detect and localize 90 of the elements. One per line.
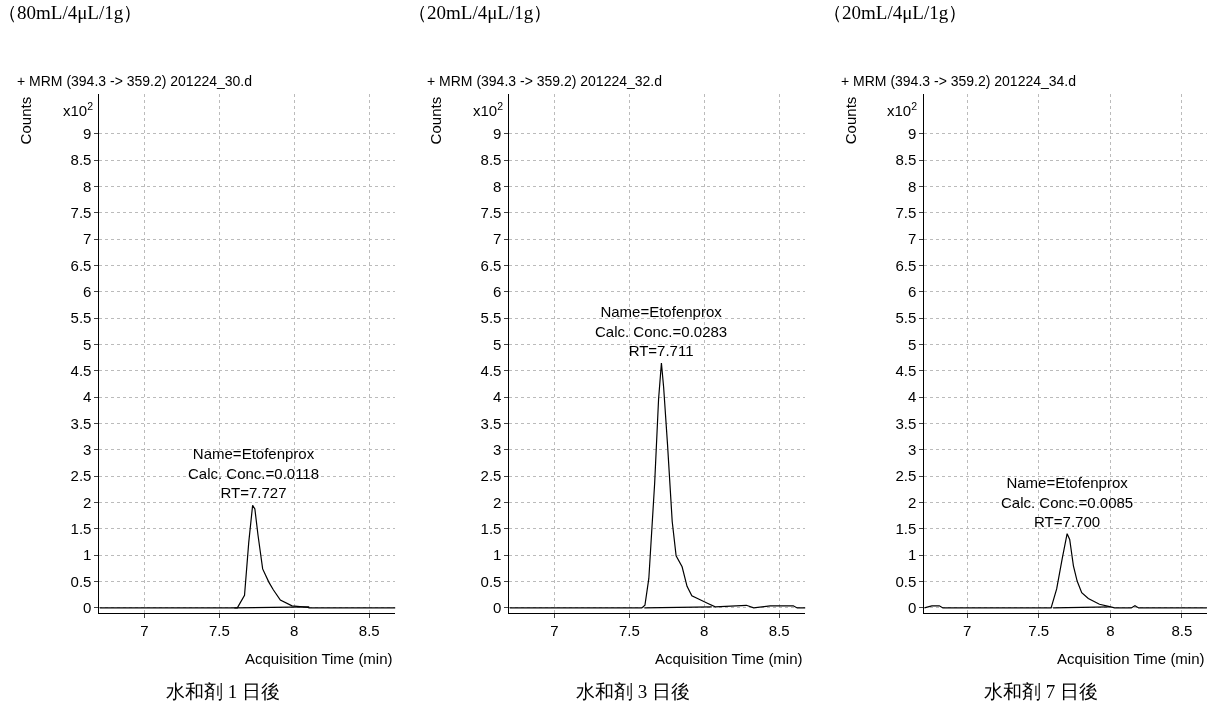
y-tick-label: 3.5	[70, 414, 92, 432]
y-tick-label: 5.5	[480, 309, 502, 327]
y-tick-label: 1.5	[70, 520, 92, 538]
x-tick-label: 7	[550, 622, 559, 640]
y-tick-label: 5.5	[895, 309, 917, 327]
y-tick-label: 7.5	[895, 204, 917, 222]
y-tick-label: 9	[907, 125, 917, 143]
chart-subtitle: + MRM (394.3 -> 359.2) 201224_32.d	[427, 73, 663, 89]
y-tick-label: 4	[83, 388, 92, 406]
x-axis-title: Acquisition Time (min)	[245, 650, 393, 667]
y-tick-label: 6	[83, 283, 92, 301]
y-tick-label: 3.5	[480, 414, 502, 432]
annotation: Name=Etofenprox Calc. Conc.=0.0085 RT=7.700	[1001, 474, 1134, 530]
chart-title: （80mL/4μL/1g）	[0, 2, 143, 23]
y-tick-label: 0	[493, 599, 502, 617]
y-tick-label: 3	[907, 441, 917, 459]
x-axis-title: Acquisition Time (min)	[1057, 650, 1205, 667]
y-axis-title: Counts	[841, 96, 859, 145]
y-tick-label: 6.5	[70, 256, 92, 274]
y-tick-label: 7	[493, 230, 502, 248]
y-tick-label: 5	[907, 335, 917, 353]
y-tick-label: 4.5	[895, 362, 917, 380]
y-tick-label: 1.5	[480, 520, 502, 538]
y-tick-label: 2	[83, 493, 92, 511]
y-tick-label: 7.5	[70, 204, 92, 222]
y-tick-label: 2.5	[480, 467, 502, 485]
chart-subtitle: + MRM (394.3 -> 359.2) 201224_34.d	[841, 73, 1077, 89]
y-tick-label: 8	[83, 177, 92, 195]
y-tick-label: 6.5	[480, 256, 502, 274]
x-tick-label: 8.5	[768, 622, 790, 640]
x-tick-label: 7.5	[618, 622, 640, 640]
y-tick-label: 3.5	[895, 414, 917, 432]
y-tick-label: 6.5	[895, 256, 917, 274]
y-tick-label: 2	[493, 493, 502, 511]
x-tick-label: 8	[290, 622, 299, 640]
y-tick-label: 8	[493, 177, 502, 195]
annotation: Name=Etofenprox Calc. Conc.=0.0283 RT=7.711	[595, 303, 728, 359]
y-tick-label: 8	[907, 177, 917, 195]
y-tick-label: 1.5	[895, 520, 917, 538]
y-tick-label: 5	[83, 335, 92, 353]
y-tick-label: 5	[493, 335, 502, 353]
y-tick-label: 1	[907, 546, 917, 564]
y-tick-label: 6	[493, 283, 502, 301]
chart-title: （20mL/4μL/1g）	[823, 2, 968, 23]
y-tick-label: 7	[83, 230, 92, 248]
y-tick-label: 8.5	[70, 151, 92, 169]
y-tick-label: 9	[83, 125, 92, 143]
y-tick-label: 3	[83, 441, 92, 459]
y-tick-label: 0.5	[70, 572, 92, 590]
y-tick-label: 2.5	[70, 467, 92, 485]
y-tick-label: 1	[83, 546, 92, 564]
x-tick-label: 7	[963, 622, 972, 640]
y-tick-label: 2	[907, 493, 917, 511]
y-tick-label: 4	[493, 388, 502, 406]
y-tick-label: 7.5	[480, 204, 502, 222]
x-tick-label: 7.5	[1028, 622, 1050, 640]
text: 水和剤 7 日後	[984, 681, 1098, 702]
y-tick-label: 7	[907, 230, 917, 248]
text: 水和剤 1 日後	[166, 681, 280, 702]
y-tick-label: 6	[907, 283, 917, 301]
y-tick-label: 4.5	[480, 362, 502, 380]
y-tick-label: 0.5	[895, 572, 917, 590]
x-tick-label: 7	[140, 622, 149, 640]
y-axis-title: Counts	[16, 96, 34, 145]
y-tick-label: 0	[907, 599, 917, 617]
y-tick-label: 1	[493, 546, 502, 564]
x-tick-label: 8	[1106, 622, 1115, 640]
y-tick-label: 8.5	[480, 151, 502, 169]
y-tick-label: 4.5	[70, 362, 92, 380]
x-tick-label: 8	[700, 622, 709, 640]
x-tick-label: 8.5	[1171, 622, 1193, 640]
chart-title: （20mL/4μL/1g）	[408, 2, 553, 23]
annotation: Name=Etofenprox Calc. Conc.=0.0118 RT=7.727	[188, 445, 320, 501]
chart-subtitle: + MRM (394.3 -> 359.2) 201224_30.d	[17, 73, 253, 89]
text: x10$^{2}$	[63, 100, 94, 120]
y-tick-label: 0.5	[480, 572, 502, 590]
y-tick-label: 0	[83, 599, 92, 617]
y-tick-label: 4	[907, 388, 917, 406]
text: x10$^{2}$	[887, 100, 918, 120]
text: 水和剤 3 日後	[576, 681, 690, 702]
x-tick-label: 7.5	[208, 622, 230, 640]
x-tick-label: 8.5	[358, 622, 380, 640]
x-axis-title: Acquisition Time (min)	[655, 650, 803, 667]
y-tick-label: 2.5	[895, 467, 917, 485]
y-tick-label: 5.5	[70, 309, 92, 327]
text: x10$^{2}$	[473, 100, 504, 120]
y-tick-label: 8.5	[895, 151, 917, 169]
y-tick-label: 9	[493, 125, 502, 143]
y-tick-label: 3	[493, 441, 502, 459]
y-axis-title: Counts	[426, 96, 444, 145]
